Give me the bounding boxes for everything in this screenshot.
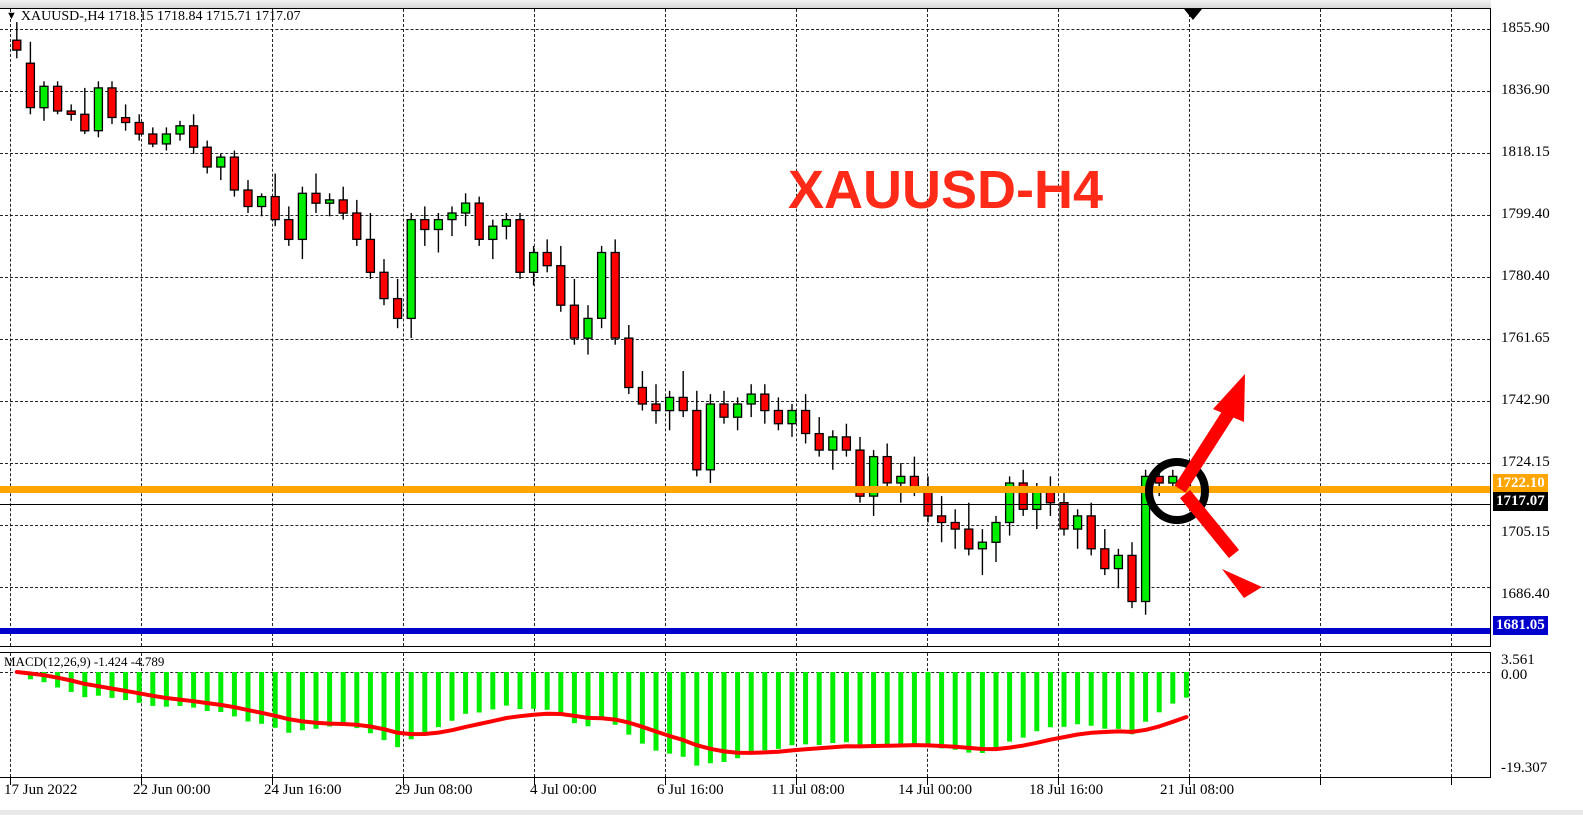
gridline-v — [1320, 9, 1321, 646]
symbol-header[interactable]: ▼ XAUUSD-,H4 1718.15 1718.84 1715.71 1717… — [6, 9, 301, 25]
time-tick-label: 6 Jul 16:00 — [657, 782, 724, 798]
time-tick-label: 22 Jun 00:00 — [133, 782, 211, 798]
macd-tick-high: 3.561 — [1501, 652, 1535, 668]
support-price-badge[interactable]: 1681.05 — [1493, 616, 1548, 635]
gridline-v — [1189, 9, 1190, 646]
gridline-v — [141, 653, 142, 777]
price-tick: 1705.15 — [1501, 524, 1550, 540]
time-tick-label: 17 Jun 2022 — [4, 782, 78, 798]
price-tick: 1686.40 — [1501, 586, 1550, 602]
symbol-header-text: XAUUSD-,H4 1718.15 1718.84 1715.71 1717.… — [20, 9, 301, 24]
resistance-price-badge[interactable]: 1722.10 — [1493, 474, 1548, 493]
time-tick-label: 21 Jul 08:00 — [1160, 782, 1235, 798]
candlestick-series — [12, 22, 1192, 615]
gridline-v — [534, 9, 535, 646]
gridline-h — [0, 29, 1490, 30]
gridline-h — [0, 401, 1490, 402]
gridline-v — [10, 653, 11, 777]
time-tick-label: 14 Jul 00:00 — [898, 782, 973, 798]
chevron-down-icon[interactable]: ▼ — [6, 10, 17, 22]
gridline-v — [665, 9, 666, 646]
macd-zero-line — [0, 672, 1490, 673]
gridline-v — [665, 653, 666, 777]
bid-price-badge[interactable]: 1717.07 — [1493, 492, 1548, 511]
gridline-v — [1451, 653, 1452, 777]
window-top-strip — [0, 0, 1583, 8]
gridline-v — [927, 653, 928, 777]
window-bottom-strip — [0, 810, 1583, 815]
price-chart-pane[interactable]: XAUUSD-H4 — [0, 8, 1491, 647]
gridline-v — [1058, 653, 1059, 777]
time-axis[interactable]: 17 Jun 2022 22 Jun 00:00 24 Jun 16:00 29… — [0, 776, 1490, 810]
gridline-h — [0, 215, 1490, 216]
gridline-v — [10, 9, 11, 646]
bid-price-line-1717 — [0, 504, 1490, 505]
gridline-v — [1189, 653, 1190, 777]
gridline-v — [796, 653, 797, 777]
gridline-h — [0, 339, 1490, 340]
price-tick: 1855.90 — [1501, 20, 1550, 36]
gridline-h — [0, 463, 1490, 464]
macd-label: MACD(12,26,9) -1.424 -4.789 — [4, 654, 165, 669]
gridline-h — [0, 153, 1490, 154]
gridline-v — [403, 9, 404, 646]
current-bar-marker-icon — [1184, 9, 1202, 20]
gridline-v — [403, 653, 404, 777]
gridline-v — [272, 653, 273, 777]
price-tick: 1761.65 — [1501, 330, 1550, 346]
bearish-arrow — [1179, 489, 1262, 598]
gridline-v — [1451, 9, 1452, 646]
time-tick-mark — [1189, 776, 1190, 785]
gridline-v — [796, 9, 797, 646]
gridline-h — [0, 587, 1490, 588]
time-tick-label: 4 Jul 00:00 — [530, 782, 597, 798]
price-tick: 1780.40 — [1501, 268, 1550, 284]
chart-watermark: XAUUSD-H4 — [788, 160, 1104, 220]
support-line-1681[interactable] — [0, 628, 1490, 634]
gridline-h — [0, 91, 1490, 92]
price-tick: 1742.90 — [1501, 392, 1550, 408]
time-tick-mark — [927, 776, 928, 785]
macd-tick-low: -19.307 — [1501, 760, 1548, 776]
time-tick-mark — [1451, 776, 1452, 785]
time-tick-mark — [10, 776, 11, 785]
gridline-v — [1058, 9, 1059, 646]
gridline-h — [0, 277, 1490, 278]
time-tick-label: 24 Jun 16:00 — [264, 782, 342, 798]
macd-tick-zero: 0.00 — [1501, 667, 1528, 683]
gridline-v — [272, 9, 273, 646]
drawing-annotations-layer — [1145, 374, 1262, 598]
gridline-v — [534, 653, 535, 777]
price-axis[interactable]: 1855.90 1836.90 1818.15 1799.40 1780.40 … — [1491, 0, 1583, 815]
time-tick-label: 18 Jul 16:00 — [1029, 782, 1104, 798]
price-tick: 1724.15 — [1501, 454, 1550, 470]
time-tick-label: 11 Jul 08:00 — [771, 782, 845, 798]
time-tick-mark — [796, 776, 797, 785]
price-tick: 1836.90 — [1501, 82, 1550, 98]
time-tick-mark — [665, 776, 666, 785]
gridline-v — [141, 9, 142, 646]
gridline-v — [1320, 653, 1321, 777]
macd-indicator-pane[interactable]: MACD(12,26,9) -1.424 -4.789 — [0, 652, 1491, 778]
gridline-h — [0, 525, 1490, 526]
time-tick-label: 29 Jun 08:00 — [395, 782, 473, 798]
time-tick-mark — [403, 776, 404, 785]
resistance-line-1722[interactable] — [0, 486, 1490, 493]
time-tick-mark — [1058, 776, 1059, 785]
price-tick: 1799.40 — [1501, 206, 1550, 222]
time-tick-mark — [534, 776, 535, 785]
time-tick-mark — [1320, 776, 1321, 785]
gridline-v — [927, 9, 928, 646]
time-tick-mark — [272, 776, 273, 785]
price-tick: 1818.15 — [1501, 144, 1550, 160]
time-tick-mark — [141, 776, 142, 785]
